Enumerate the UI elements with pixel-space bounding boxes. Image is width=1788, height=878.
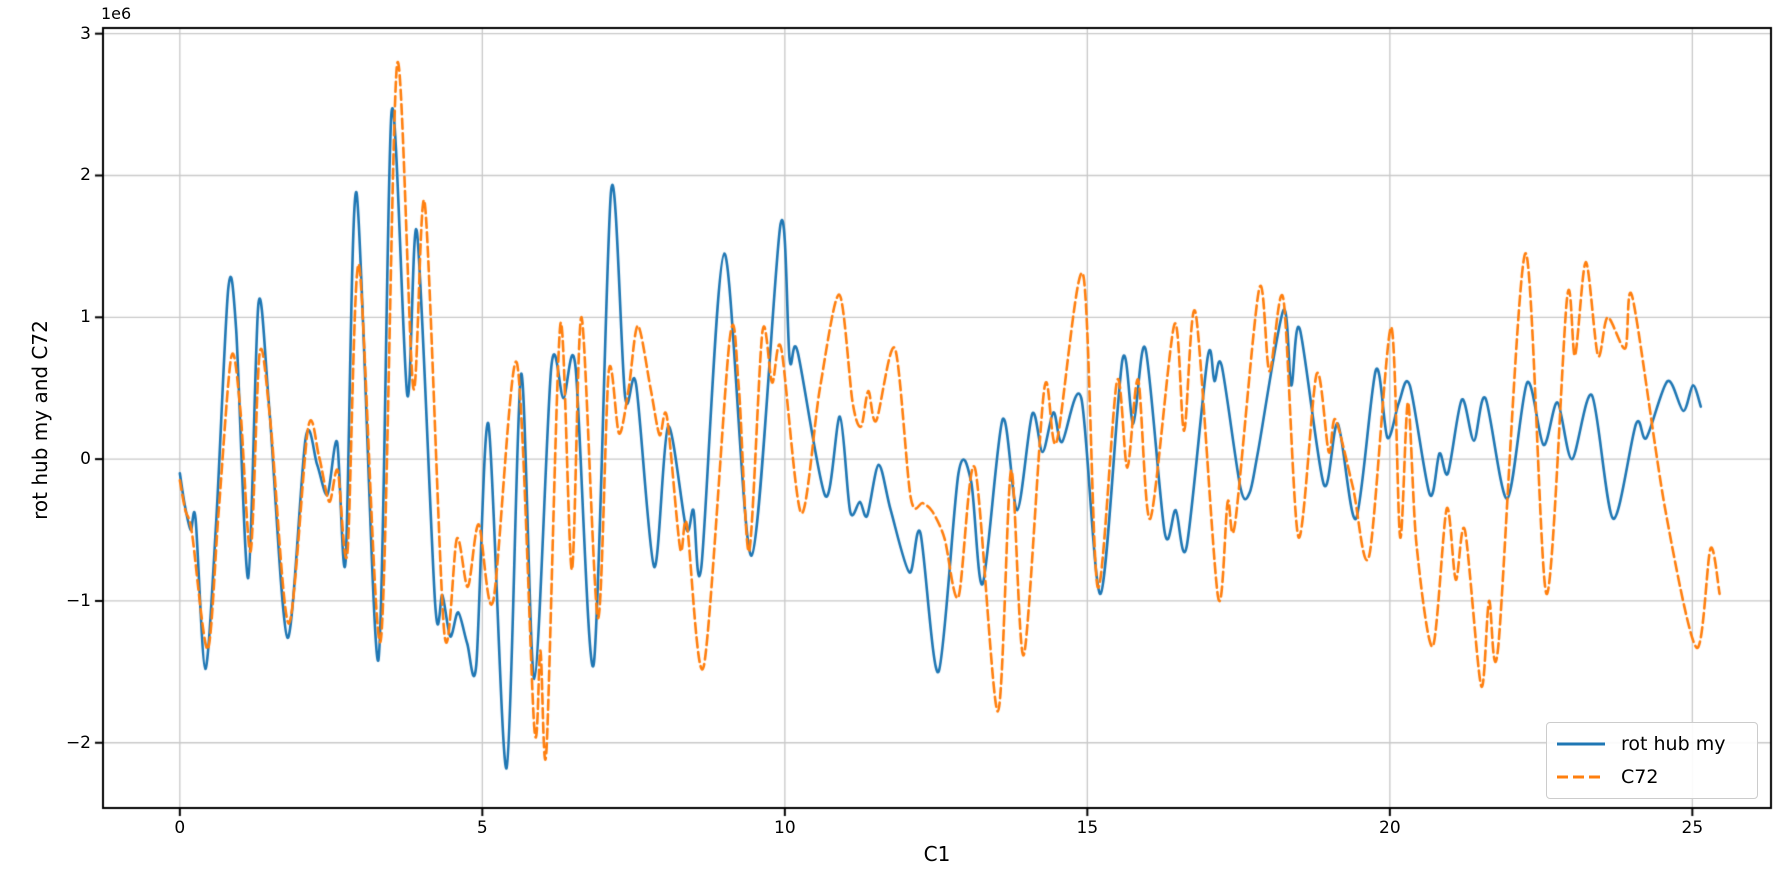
x-axis-label: C1: [923, 842, 951, 866]
x-tick-label: 5: [476, 818, 488, 838]
y-axis-label: rot hub my and C72: [28, 320, 52, 520]
y-tick-label: 2: [80, 165, 91, 186]
y-tick-label: 0: [80, 449, 91, 470]
x-tick-label: 15: [1076, 818, 1099, 838]
legend: rot hub my C72: [1546, 722, 1758, 799]
legend-line-dashed-icon: [1557, 775, 1605, 779]
legend-line-solid-icon: [1557, 742, 1605, 746]
x-tick-label: 20: [1379, 818, 1401, 838]
legend-label: rot hub my: [1621, 733, 1726, 755]
x-tick-label: 10: [774, 818, 796, 838]
legend-entry: rot hub my: [1557, 728, 1747, 760]
y-tick-label: −2: [65, 732, 91, 753]
y-tick-label: 1: [80, 307, 91, 328]
legend-entry: C72: [1557, 761, 1747, 793]
x-tick-label: 0: [174, 818, 186, 838]
legend-label: C72: [1621, 766, 1659, 788]
x-tick-label: 25: [1681, 818, 1704, 838]
y-tick-label: −1: [65, 590, 91, 611]
axis-offset-text: 1e6: [101, 4, 132, 23]
y-tick-label: 3: [80, 23, 91, 44]
